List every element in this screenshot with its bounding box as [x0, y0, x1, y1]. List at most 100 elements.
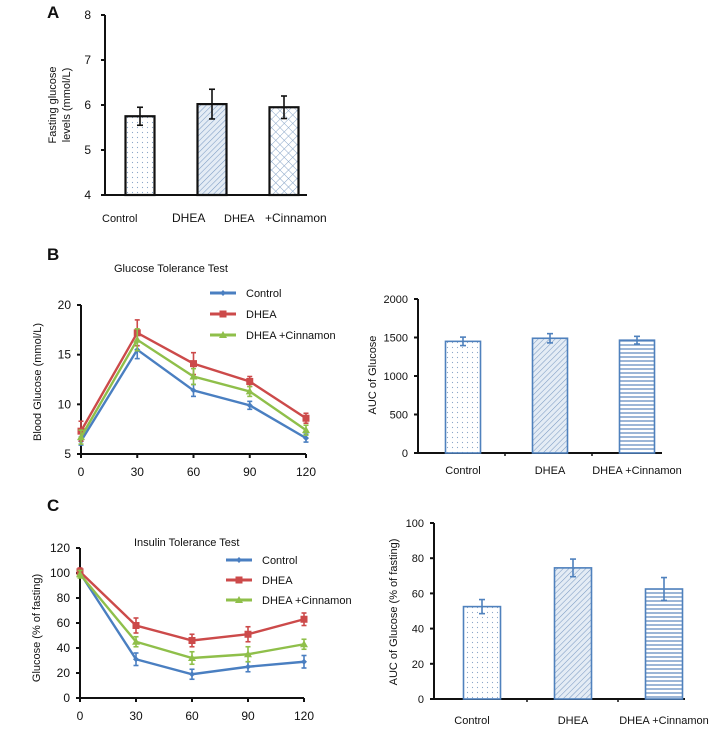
chart-c-line-y-tick-label: 20: [57, 666, 71, 680]
chart-c-bar-category-label-1: DHEA: [558, 715, 589, 727]
chart-a-cat-label-dhea2: DHEA: [224, 213, 255, 225]
chart-c-bar-y-tick-label: 20: [412, 659, 424, 671]
chart-c-line-point-2-3: [244, 650, 252, 658]
chart-b-auc-ylabel: AUC of Glucose: [367, 336, 379, 415]
legend-label-2: DHEA +Cinnamon: [262, 595, 352, 607]
chart-c-line-point-0-2: [189, 671, 195, 678]
chart-b-line-point-1-2: [190, 360, 197, 368]
legend-marker-1: [219, 310, 227, 318]
chart-c-ylabel: Glucose (% of fasting): [31, 574, 43, 682]
chart-b-bar-y-tick-label: 1000: [384, 371, 408, 383]
chart-c-line-point-1-1: [132, 622, 140, 629]
chart-b-auc-marks: 0 500 1000 1500 2000 Control DHEA DHEA +Cinnamo…: [384, 294, 682, 477]
chart-b-marks: 5 10 15 20 0 30 60 90 120: [58, 298, 317, 479]
chart-c-bar-y-tick-label: 40: [412, 624, 424, 636]
chart-c-bar-bar-2: [644, 588, 684, 700]
legend-marker-0: [220, 290, 226, 296]
chart-b-bar-category-label-2: DHEA +Cinnamon: [592, 465, 682, 477]
chart-c-line-y-tick-label: 60: [57, 616, 71, 630]
chart-c-line-point-2-4: [300, 640, 308, 648]
chart-b-line-point-1-3: [246, 377, 254, 385]
chart-a-y-tick-label: 5: [84, 143, 91, 157]
chart-c-line-point-2-0: [76, 570, 84, 578]
chart-c-line-y-tick-label: 100: [50, 566, 70, 580]
chart-c-title: Insulin Tolerance Test: [134, 537, 239, 549]
chart-b-title: Glucose Tolerance Test: [114, 263, 228, 275]
legend-label-2: DHEA +Cinnamon: [246, 330, 336, 342]
chart-a-marks: 4 5 6 7 8: [84, 8, 307, 202]
chart-b-bar-y-tick-label: 500: [390, 410, 408, 422]
legend-label-0: Control: [262, 555, 297, 567]
panel-label-c: C: [47, 496, 59, 515]
chart-c-line-y-tick-label: 80: [57, 591, 71, 605]
chart-c-line-point-0-4: [301, 658, 307, 665]
chart-b-line-point-0-4: [303, 435, 309, 442]
chart-c-line-x-tick-label: 0: [77, 709, 84, 723]
chart-c-auc: 0 20 40 60 80 100 Control DHEA DHEA +Cinnamon AU…: [388, 518, 709, 727]
chart-b-line-x-tick-label: 60: [187, 465, 201, 479]
chart-c-line-point-2-2: [188, 654, 196, 661]
chart-b-line-point-1-4: [302, 414, 310, 422]
chart-b-line-point-2-3: [245, 387, 254, 395]
chart-c-line-y-tick-label: 120: [50, 541, 70, 555]
legend-marker-0: [236, 557, 242, 563]
legend-marker-2: [219, 331, 227, 338]
chart-b-line-point-0-2: [190, 387, 197, 394]
chart-a-ylabel-line2: levels (mmol/L): [61, 68, 73, 143]
chart-b-line-x-tick-label: 90: [243, 465, 257, 479]
chart-b-bar-category-label-0: Control: [445, 465, 480, 477]
chart-b-line-x-tick-label: 0: [78, 465, 85, 479]
legend-label-1: DHEA: [246, 309, 277, 321]
chart-c-line-point-0-3: [245, 663, 251, 670]
chart-c-marks: 0 20 40 60 80 100 120 0 30 60 90 120: [50, 541, 314, 723]
chart-a-cat-label-cinnamon: +Cinnamon: [265, 211, 327, 225]
chart-b-line-point-0-3: [246, 402, 253, 409]
chart-c-line-x-tick-label: 90: [241, 709, 255, 723]
chart-a-bar-2: [268, 106, 300, 197]
chart-a-fasting-glucose: 4 5 6 7 8 Fasting glucose levels (mmol/L) Co…: [47, 8, 327, 225]
chart-a-y-tick-label: 4: [84, 188, 91, 202]
legend-label-0: Control: [246, 288, 281, 300]
chart-c-line-point-1-3: [244, 630, 252, 638]
chart-a-cat-label-control: Control: [102, 213, 137, 225]
chart-b-line-point-2-2: [189, 372, 198, 380]
chart-c-bar-category-label-0: Control: [454, 715, 489, 727]
chart-b-bar-bar-1: [531, 337, 569, 454]
chart-c-bar-y-tick-label: 0: [418, 694, 424, 706]
chart-b-line-x-tick-label: 30: [131, 465, 145, 479]
chart-b-bar-y-tick-label: 2000: [384, 294, 408, 306]
chart-c-auc-marks: 0 20 40 60 80 100 Control DHEA DHEA +Cinnamon: [406, 518, 709, 727]
chart-b-bar-bar-2: [618, 339, 656, 454]
chart-c-line-y-tick-label: 0: [63, 691, 70, 705]
chart-c-line-point-1-2: [188, 637, 196, 644]
chart-c-bar-category-label-2: DHEA +Cinnamon: [619, 715, 709, 727]
chart-b-glucose-tolerance: Glucose Tolerance Test 5 10 15 20 0 30 60 90 120…: [32, 263, 336, 479]
chart-b-line-y-tick-label: 10: [58, 397, 72, 411]
chart-a-y-tick-label: 6: [84, 98, 91, 112]
chart-b-bar-category-label-1: DHEA: [535, 465, 566, 477]
chart-b-line-point-2-0: [77, 433, 85, 441]
legend-marker-2: [235, 596, 243, 603]
panel-label-b: B: [47, 245, 59, 264]
chart-a-ylabel-line1: Fasting glucose: [47, 66, 59, 143]
chart-b-line-y-tick-label: 5: [64, 447, 71, 461]
chart-a-cat-label-dhea: DHEA: [172, 211, 205, 225]
chart-c-line-y-tick-label: 40: [57, 641, 71, 655]
chart-b-line-x-tick-label: 120: [296, 465, 316, 479]
panel-label-a: A: [47, 3, 59, 22]
chart-c-line-point-1-4: [300, 615, 308, 623]
chart-b-line-y-tick-label: 15: [58, 348, 72, 362]
chart-c-legend: Control DHEA DHEA +Cinnamon: [226, 555, 352, 607]
chart-c-line-x-tick-label: 60: [185, 709, 199, 723]
chart-a-y-tick-label: 8: [84, 8, 91, 22]
legend-label-1: DHEA: [262, 575, 293, 587]
chart-a-bar-0: [124, 115, 156, 197]
chart-b-line-y-tick-label: 20: [58, 298, 72, 312]
chart-c-insulin-tolerance: Insulin Tolerance Test 0 20 40 60 80 100 120 0 3…: [31, 537, 352, 723]
chart-c-line-point-2-1: [132, 637, 140, 645]
chart-b-bar-y-tick-label: 0: [402, 448, 408, 460]
chart-c-bar-y-tick-label: 60: [412, 588, 424, 600]
chart-c-line-x-tick-label: 120: [294, 709, 314, 723]
chart-c-bar-y-tick-label: 100: [406, 518, 424, 530]
